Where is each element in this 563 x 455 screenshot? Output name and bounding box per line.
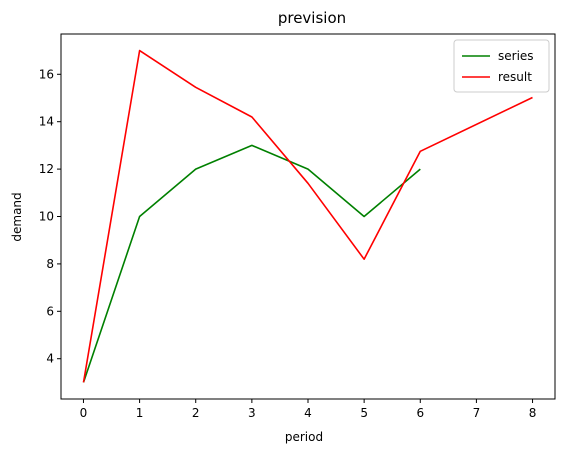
y-tick-label: 12 (39, 162, 54, 176)
legend-box (453, 39, 550, 93)
x-tick-label: 2 (192, 406, 200, 420)
y-tick-label: 6 (46, 304, 54, 318)
y-tick-label: 14 (39, 115, 54, 129)
legend-label-result: result (498, 70, 532, 84)
y-tick-label: 8 (46, 257, 54, 271)
y-tick-label: 16 (39, 67, 54, 81)
x-tick-label: 6 (416, 406, 424, 420)
series-line-series (82, 144, 421, 383)
y-axis-label: demand (10, 192, 24, 241)
legend-label-series: series (498, 49, 534, 63)
y-axis: 4 6 8 10 12 14 16 (39, 67, 61, 366)
x-tick-label: 8 (529, 406, 537, 420)
x-tick-label: 5 (360, 406, 368, 420)
series-line-result (82, 49, 533, 383)
chart-title: prevision (278, 9, 346, 27)
x-axis: 0 1 2 3 4 5 6 7 8 (80, 399, 537, 420)
x-tick-label: 7 (473, 406, 481, 420)
y-tick-label: 10 (39, 210, 54, 224)
x-tick-label: 3 (248, 406, 256, 420)
x-axis-label: period (285, 430, 323, 444)
series-layer (82, 49, 533, 383)
x-tick-label: 1 (136, 406, 144, 420)
x-tick-label: 4 (304, 406, 312, 420)
x-tick-label: 0 (80, 406, 88, 420)
y-tick-label: 4 (46, 352, 54, 366)
legend: series result (453, 39, 550, 93)
